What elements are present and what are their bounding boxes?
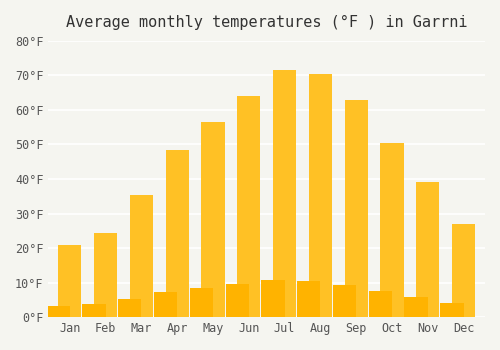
Bar [344,100,368,317]
Bar [404,297,427,317]
Bar [130,195,153,317]
Bar [154,292,177,317]
Bar [190,288,213,317]
Bar [308,74,332,317]
Bar [297,281,320,317]
Bar [273,70,296,317]
Bar [262,280,284,317]
Bar [368,291,392,317]
Bar [46,306,70,317]
Bar [333,285,356,317]
Bar [82,304,106,317]
Bar [94,232,118,317]
Bar [452,224,475,317]
Bar [226,284,249,317]
Bar [58,245,82,317]
Bar [166,150,189,317]
Bar [380,143,404,317]
Bar [416,182,440,317]
Title: Average monthly temperatures (°F ) in Garrni: Average monthly temperatures (°F ) in Ga… [66,15,468,30]
Bar [118,299,142,317]
Bar [202,122,224,317]
Bar [440,303,464,317]
Bar [237,96,260,317]
